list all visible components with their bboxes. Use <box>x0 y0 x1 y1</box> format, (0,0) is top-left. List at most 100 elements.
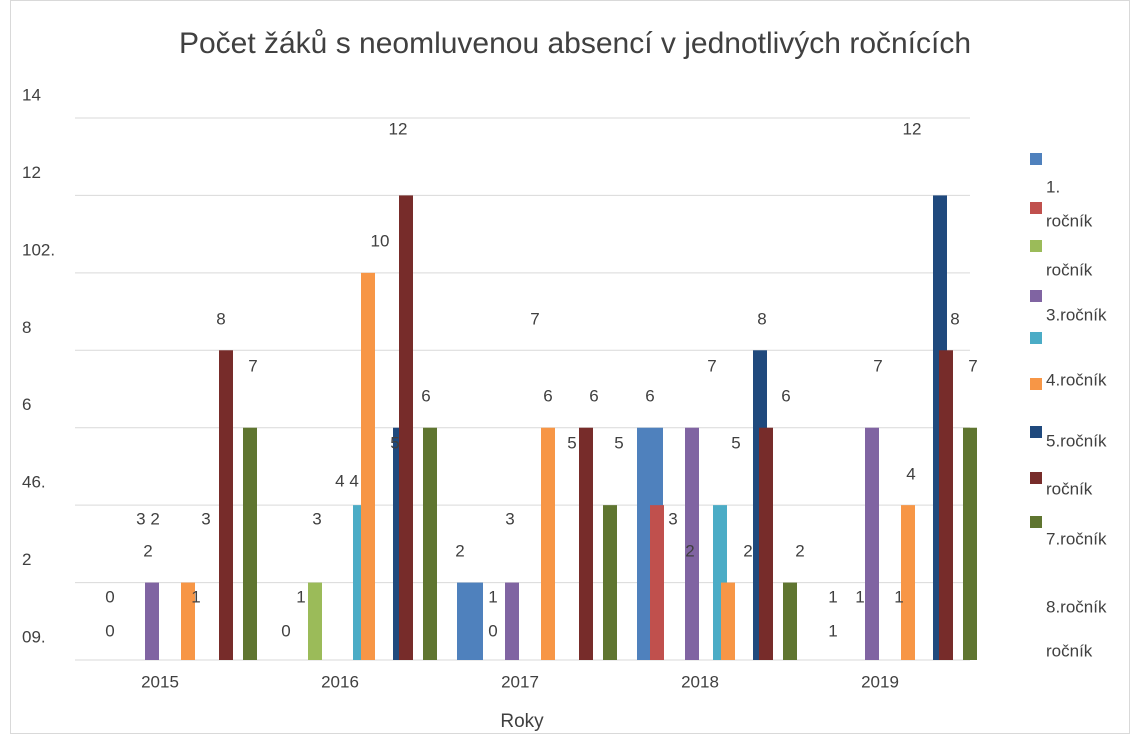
y-tick-label: 2 <box>22 550 31 569</box>
data-label: 1 <box>894 587 903 606</box>
y-tick-label: 14 <box>22 85 41 104</box>
data-label: 1 <box>191 587 200 606</box>
bar <box>579 427 593 660</box>
y-tick-label: 46. <box>22 473 46 492</box>
data-label: 3 2 <box>136 509 160 528</box>
legend-label: ročník <box>1046 479 1093 498</box>
data-label: 2 <box>143 541 152 560</box>
bar <box>603 505 617 660</box>
data-label: 5 <box>614 433 623 452</box>
x-tick-label: 2015 <box>141 672 179 691</box>
data-label: 6 <box>645 386 654 405</box>
data-label: 8 <box>757 309 766 328</box>
bar <box>721 582 735 660</box>
bar <box>901 505 915 660</box>
legend-label: 5.ročník <box>1046 431 1107 450</box>
data-label: 5 <box>731 433 740 452</box>
data-label: 8 <box>950 309 959 328</box>
bar <box>939 350 953 660</box>
bar <box>505 582 519 660</box>
data-label: 0 <box>281 621 290 640</box>
legend-label: 3.ročník <box>1046 305 1107 324</box>
y-tick-label: 8 <box>22 318 31 337</box>
data-label: 12 <box>903 119 922 138</box>
data-label: 7 <box>968 356 977 375</box>
data-label: 6 <box>589 386 598 405</box>
data-label: 4 <box>906 464 915 483</box>
chart-frame <box>10 0 1130 734</box>
legend-label: 1. <box>1046 177 1060 196</box>
data-label: 0 <box>105 621 114 640</box>
data-label: 5 <box>567 433 576 452</box>
legend-label: ročník <box>1046 211 1093 230</box>
data-label: 1 <box>855 587 864 606</box>
bar <box>963 427 977 660</box>
x-tick-label: 2018 <box>681 672 719 691</box>
legend-swatch <box>1030 378 1042 390</box>
data-label: 0 <box>488 621 497 640</box>
bar <box>541 427 555 660</box>
data-label: 5 <box>390 433 399 452</box>
bar <box>865 427 879 660</box>
data-label: 1 <box>296 587 305 606</box>
data-label: 2 <box>685 541 694 560</box>
data-label: 12 <box>389 119 408 138</box>
legend-swatch <box>1030 202 1042 214</box>
data-label: 1 <box>828 587 837 606</box>
chart-title: Počet žáků s neomluvenou absencí v jedno… <box>179 27 971 60</box>
bar <box>145 582 159 660</box>
legend-label: 7.ročník <box>1046 529 1107 548</box>
y-tick-label: 09. <box>22 627 46 646</box>
data-label: 3 <box>201 509 210 528</box>
data-label: 2 <box>795 541 804 560</box>
bar <box>457 582 483 660</box>
data-label: 2 <box>455 541 464 560</box>
data-label: 6 <box>781 386 790 405</box>
data-label: 10 <box>371 231 390 250</box>
bar <box>219 350 233 660</box>
data-label: 0 <box>105 587 114 606</box>
data-label: 3 <box>312 509 321 528</box>
bar <box>685 427 699 660</box>
legend-swatch <box>1030 153 1042 165</box>
data-label: 4 4 <box>335 471 359 490</box>
legend-label: ročník <box>1046 641 1093 660</box>
bar <box>399 195 413 660</box>
legend-swatch <box>1030 240 1042 252</box>
bar <box>361 272 375 660</box>
data-label: 7 <box>873 356 882 375</box>
legend-swatch <box>1030 332 1042 344</box>
y-tick-label: 6 <box>22 395 31 414</box>
x-axis-label: Roky <box>500 711 544 732</box>
data-label: 3 <box>668 509 677 528</box>
legend-label: 4.ročník <box>1046 370 1107 389</box>
data-label: 7 <box>707 356 716 375</box>
y-tick-label: 12 <box>22 163 41 182</box>
legend-label: ročník <box>1046 260 1093 279</box>
legend-swatch <box>1030 426 1042 438</box>
y-tick-label: 102. <box>22 240 55 259</box>
data-label: 1 <box>488 587 497 606</box>
bar <box>181 582 195 660</box>
bar <box>759 427 773 660</box>
data-label: 7 <box>530 309 539 328</box>
data-label: 1 <box>828 621 837 640</box>
bar <box>423 427 437 660</box>
legend-swatch <box>1030 516 1042 528</box>
x-tick-label: 2017 <box>501 672 539 691</box>
data-label: 6 <box>543 386 552 405</box>
bar <box>243 427 257 660</box>
legend-swatch <box>1030 290 1042 302</box>
data-label: 2 <box>743 541 752 560</box>
legend-swatch <box>1030 472 1042 484</box>
legend-label: 8.ročník <box>1046 597 1107 616</box>
x-tick-label: 2019 <box>861 672 899 691</box>
x-tick-label: 2016 <box>321 672 359 691</box>
bar <box>650 505 664 660</box>
bar <box>308 582 322 660</box>
bar <box>783 582 797 660</box>
data-label: 3 <box>505 509 514 528</box>
data-label: 6 <box>421 386 430 405</box>
data-label: 7 <box>248 356 257 375</box>
